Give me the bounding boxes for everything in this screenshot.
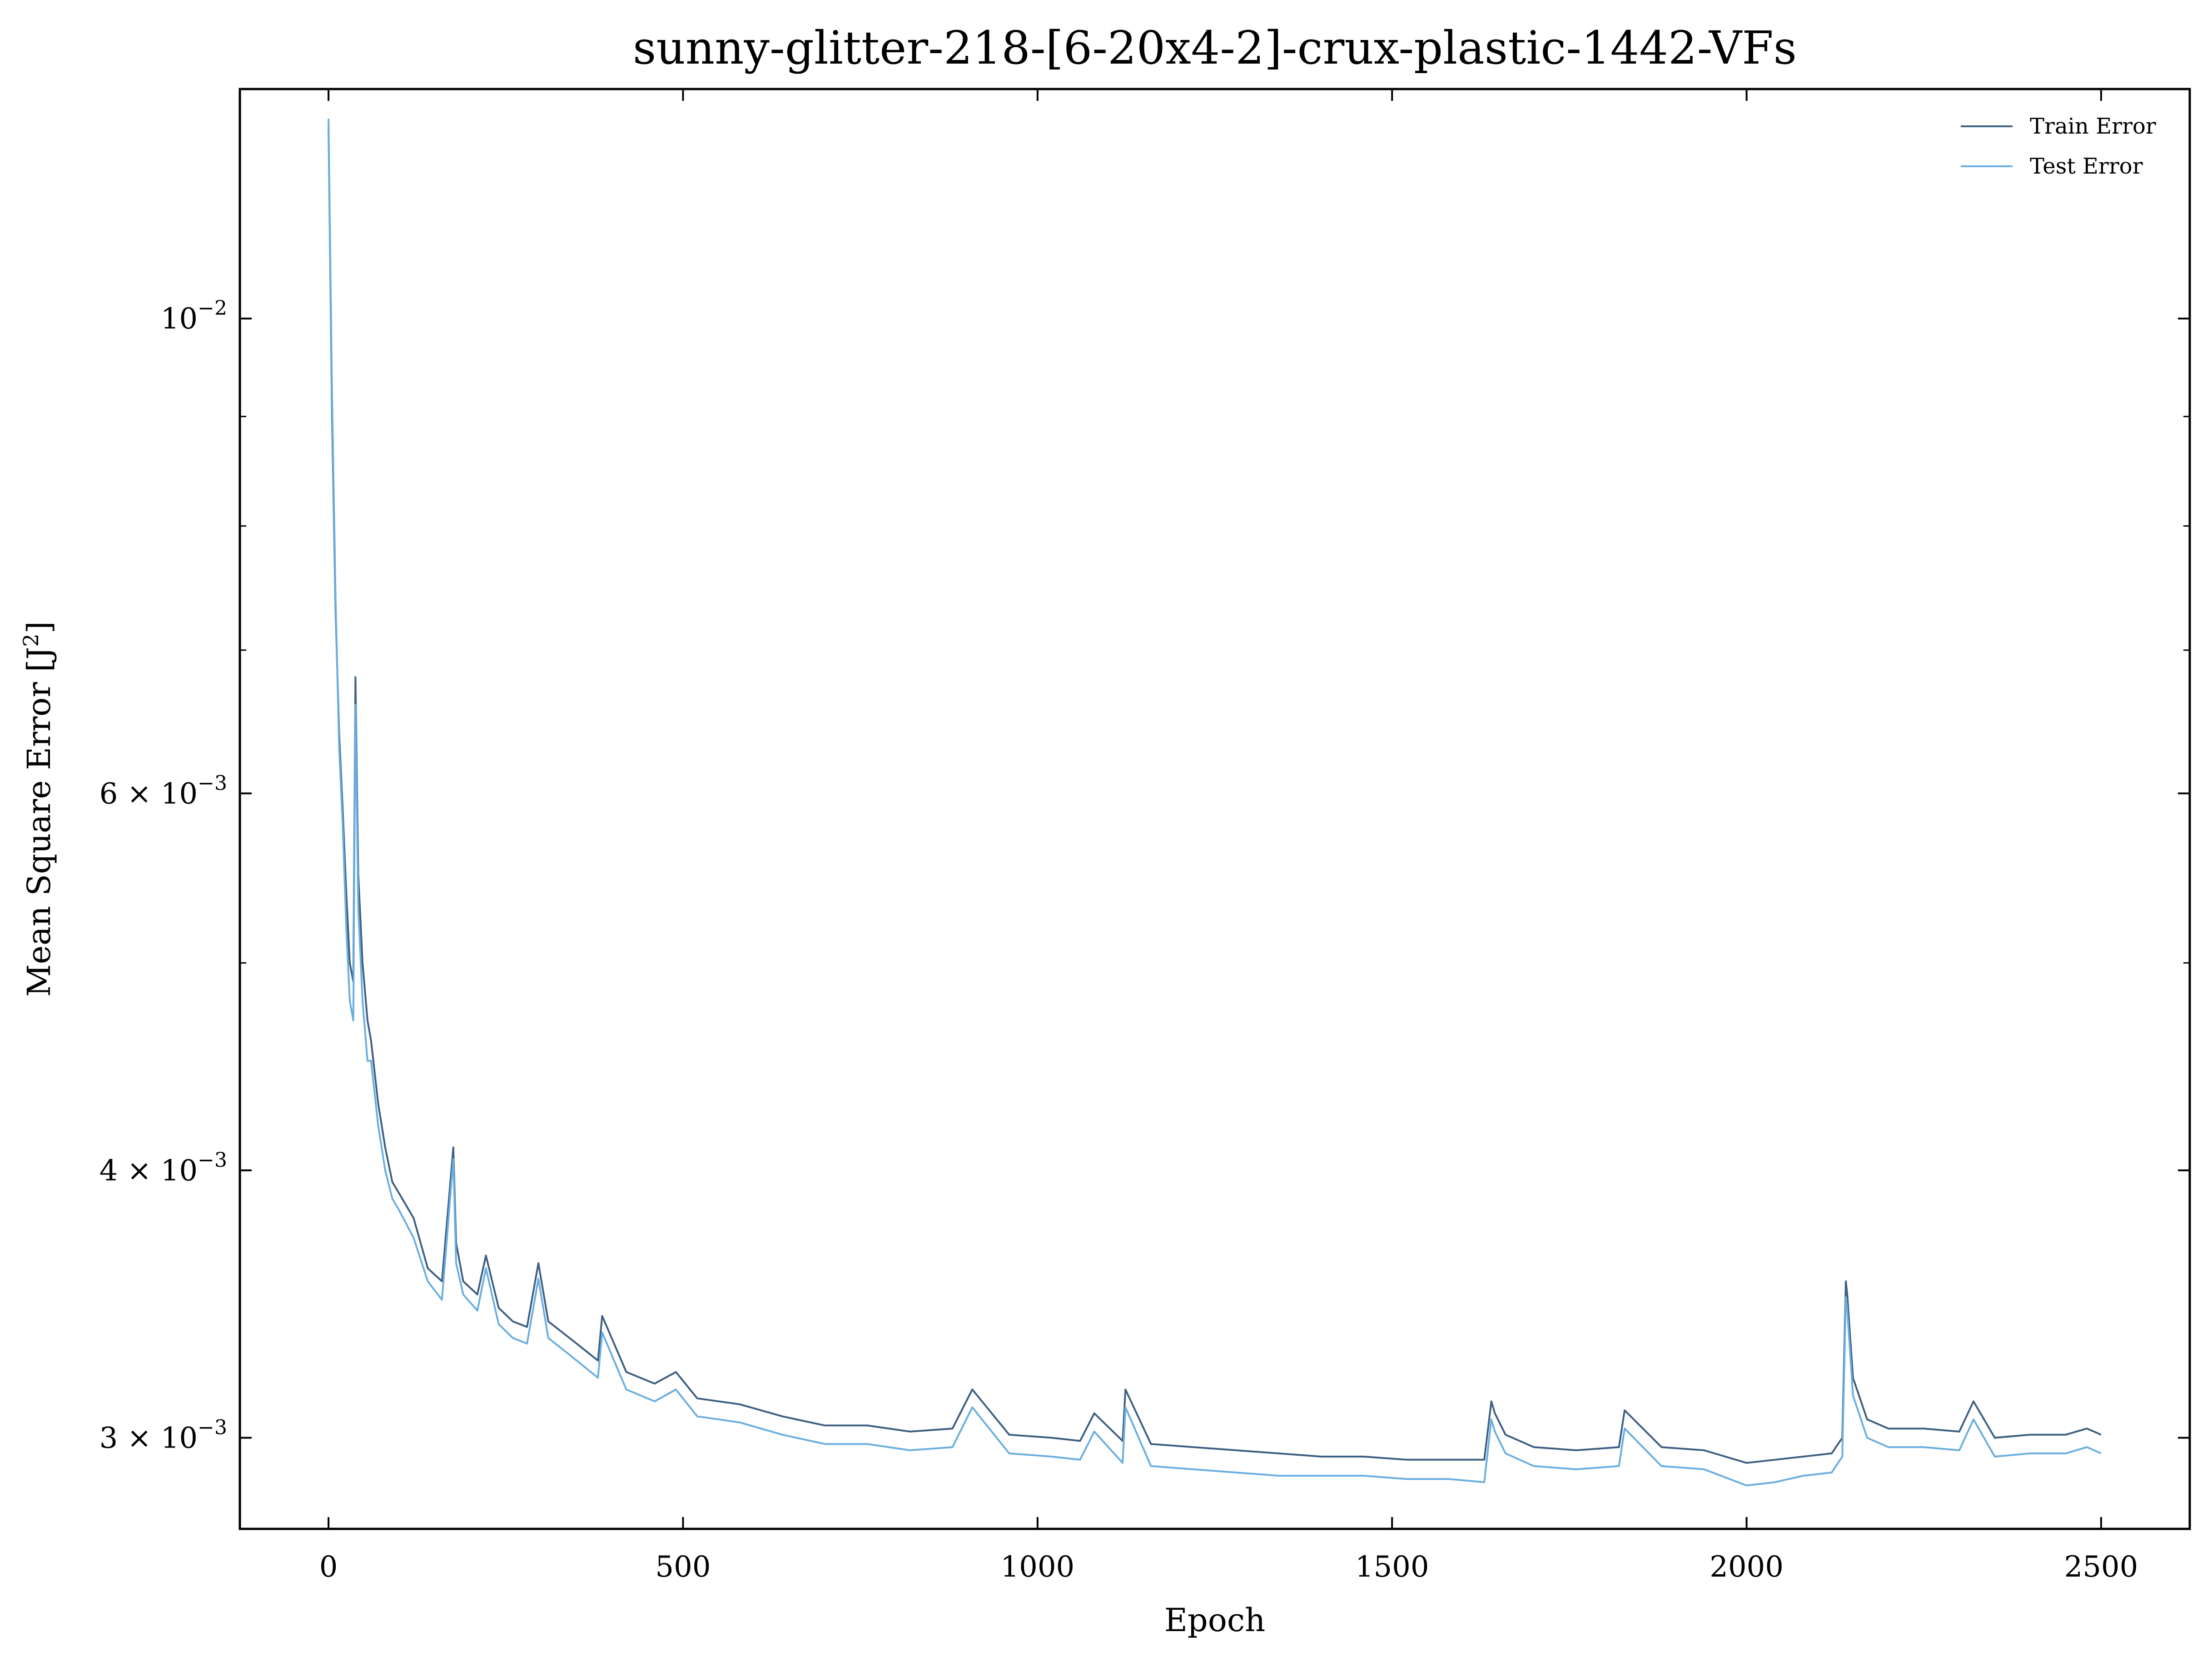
y-tick-label: 6 × 10−3 bbox=[99, 771, 227, 811]
x-tick-label: 1500 bbox=[1355, 1550, 1429, 1584]
y-axis-label-superscript: 2 bbox=[19, 633, 43, 647]
legend: Train Error Test Error bbox=[1961, 114, 2156, 179]
y-axis-ticks: 10−2 6 × 10−3 4 × 10−3 3 × 10−3 bbox=[99, 297, 2190, 1455]
x-tick-label: 2500 bbox=[2064, 1550, 2138, 1584]
series-line-test-error bbox=[328, 118, 2102, 1487]
legend-label-train-error: Train Error bbox=[2030, 114, 2156, 139]
x-axis-ticks: 0 500 1000 1500 2000 2500 bbox=[319, 89, 2138, 1584]
y-axis-label: Mean Square Error [J2] bbox=[19, 621, 58, 997]
plot-area-frame bbox=[239, 88, 2191, 1530]
x-tick-label: 500 bbox=[655, 1550, 711, 1584]
y-tick-label: 3 × 10−3 bbox=[99, 1416, 227, 1455]
legend-label-test-error: Test Error bbox=[2030, 154, 2143, 179]
y-tick-label: 4 × 10−3 bbox=[99, 1149, 227, 1188]
y-tick-label: 10−2 bbox=[161, 297, 227, 336]
series-layer bbox=[328, 118, 2102, 1487]
x-tick-label: 0 bbox=[319, 1550, 338, 1584]
x-tick-label: 2000 bbox=[1710, 1550, 1784, 1584]
y-axis-label-main: Mean Square Error [J bbox=[20, 647, 58, 997]
chart-title: sunny-glitter-218-[6-20x4-2]-crux-plasti… bbox=[633, 21, 1797, 75]
x-axis-label: Epoch bbox=[1164, 1602, 1265, 1639]
series-line-train-error bbox=[328, 126, 2102, 1464]
y-axis-label-close: ] bbox=[20, 621, 58, 633]
x-tick-label: 1000 bbox=[1000, 1550, 1074, 1584]
